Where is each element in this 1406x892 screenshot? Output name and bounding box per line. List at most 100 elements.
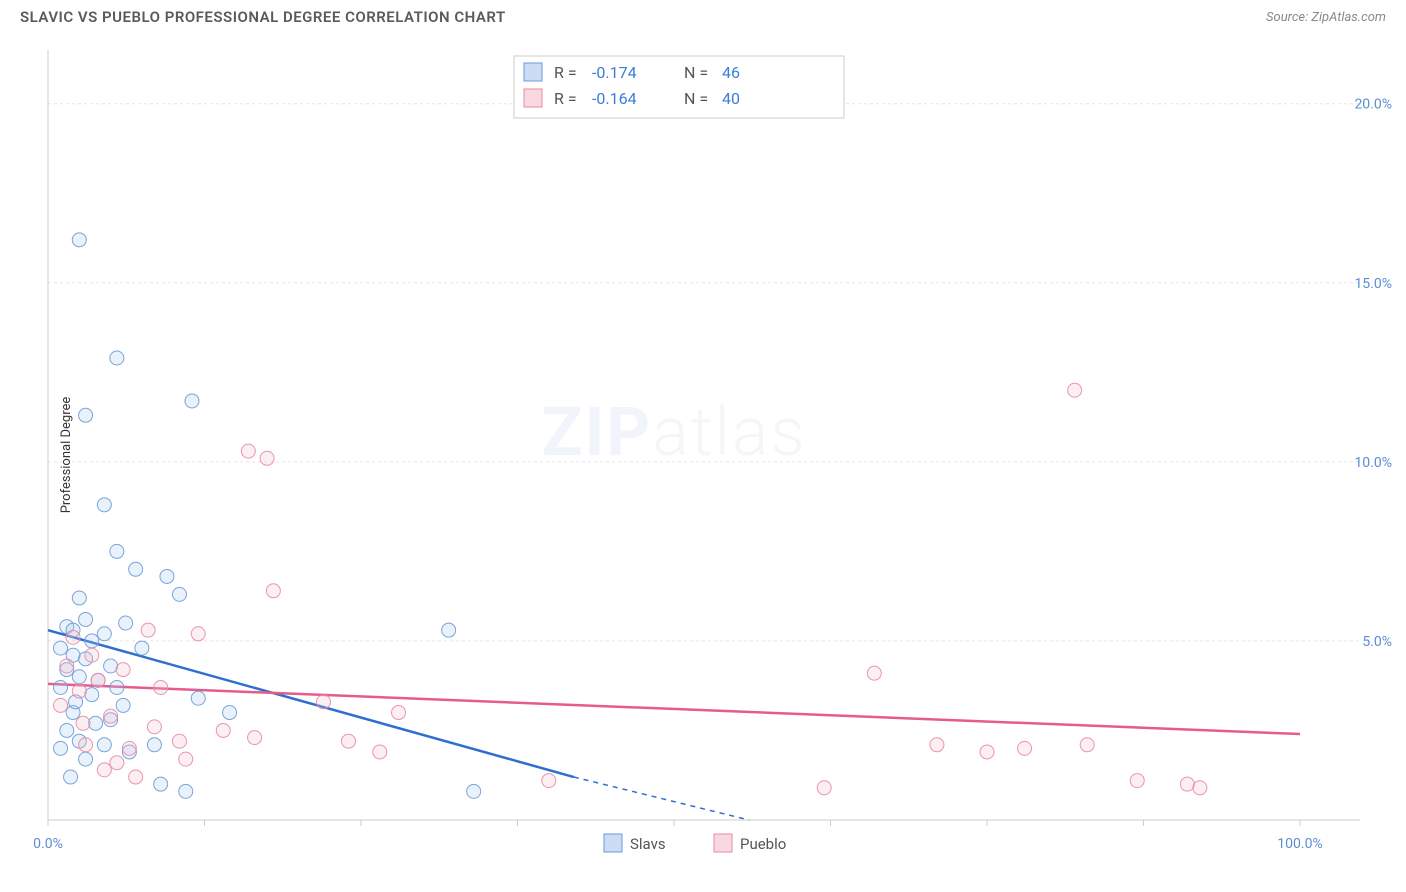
data-point: [64, 770, 78, 784]
data-point: [930, 738, 944, 752]
data-point: [129, 562, 143, 576]
data-point: [85, 634, 99, 648]
x-tick-label: 0.0%: [33, 836, 63, 852]
data-point: [66, 630, 80, 644]
data-point: [172, 734, 186, 748]
legend-swatch: [524, 63, 542, 81]
data-point: [54, 698, 68, 712]
data-point: [110, 680, 124, 694]
data-point: [191, 691, 205, 705]
data-point: [79, 612, 93, 626]
data-point: [980, 745, 994, 759]
y-axis-label: Professional Degree: [59, 397, 74, 514]
data-point: [104, 659, 118, 673]
data-point: [141, 623, 155, 637]
data-point: [160, 569, 174, 583]
data-point: [392, 706, 406, 720]
data-point: [223, 706, 237, 720]
chart-container: Professional Degree 5.0% 10.0% 15.0% 20.0% Z…: [0, 30, 1406, 880]
data-point: [54, 641, 68, 655]
legend-r-label: R =: [554, 63, 577, 82]
chart-header: SLAVIC VS PUEBLO PROFESSIONAL DEGREE COR…: [0, 0, 1406, 30]
data-point: [97, 498, 111, 512]
data-point: [172, 587, 186, 601]
data-point: [467, 784, 481, 798]
data-point: [817, 781, 831, 795]
data-point: [110, 351, 124, 365]
y-tick-label: 15.0%: [1354, 276, 1392, 292]
data-point: [191, 627, 205, 641]
data-point: [154, 680, 168, 694]
data-point: [54, 741, 68, 755]
data-point: [867, 666, 881, 680]
data-point: [85, 688, 99, 702]
data-point: [97, 763, 111, 777]
data-point: [91, 673, 105, 687]
data-point: [85, 648, 99, 662]
chart-title: SLAVIC VS PUEBLO PROFESSIONAL DEGREE COR…: [20, 8, 506, 26]
data-point: [266, 584, 280, 598]
data-point: [542, 774, 556, 788]
x-tick-label: 100.0%: [1277, 836, 1322, 852]
data-point: [1080, 738, 1094, 752]
source-attribution: Source: ZipAtlas.com: [1266, 10, 1386, 25]
data-point: [122, 741, 136, 755]
data-point: [72, 684, 86, 698]
data-point: [179, 784, 193, 798]
data-point: [1018, 741, 1032, 755]
data-point: [104, 709, 118, 723]
data-point: [116, 698, 130, 712]
data-point: [341, 734, 355, 748]
legend-r-value: -0.164: [592, 89, 637, 108]
data-point: [316, 695, 330, 709]
legend-n-label: N =: [684, 89, 708, 108]
data-point: [72, 233, 86, 247]
data-point: [1193, 781, 1207, 795]
data-point: [154, 777, 168, 791]
legend-series-name: Pueblo: [740, 835, 786, 853]
scatter-chart: 5.0% 10.0% 15.0% 20.0% ZIPatlas 0.0% 100.0% R =…: [0, 30, 1406, 880]
legend-swatch: [524, 89, 542, 107]
legend-r-value: -0.174: [592, 63, 637, 82]
data-point: [97, 738, 111, 752]
legend-n-value: 46: [722, 63, 740, 82]
data-point: [119, 616, 133, 630]
y-tick-label: 20.0%: [1354, 97, 1392, 113]
data-point: [79, 408, 93, 422]
data-point: [241, 444, 255, 458]
data-point: [110, 756, 124, 770]
data-point: [79, 752, 93, 766]
data-point: [248, 731, 262, 745]
data-point: [72, 591, 86, 605]
data-point: [373, 745, 387, 759]
data-point: [72, 670, 86, 684]
data-point: [116, 663, 130, 677]
y-tick-label: 10.0%: [1354, 455, 1392, 471]
watermark: ZIPatlas: [541, 392, 807, 472]
legend-n-value: 40: [722, 89, 740, 108]
data-point: [97, 627, 111, 641]
data-point: [54, 680, 68, 694]
data-point: [89, 716, 103, 730]
data-point: [216, 723, 230, 737]
legend-swatch: [714, 834, 732, 852]
data-point: [110, 544, 124, 558]
data-point: [129, 770, 143, 784]
data-point: [442, 623, 456, 637]
legend-n-label: N =: [684, 63, 708, 82]
data-point: [60, 659, 74, 673]
data-point: [135, 641, 149, 655]
data-point: [185, 394, 199, 408]
data-point: [1068, 383, 1082, 397]
y-tick-label: 5.0%: [1362, 634, 1392, 650]
legend-series-name: Slavs: [630, 835, 666, 853]
data-point: [1130, 774, 1144, 788]
data-point: [1180, 777, 1194, 791]
data-point: [79, 738, 93, 752]
data-point: [179, 752, 193, 766]
data-point: [147, 738, 161, 752]
data-point: [147, 720, 161, 734]
legend-swatch: [604, 834, 622, 852]
legend-r-label: R =: [554, 89, 577, 108]
data-point: [260, 451, 274, 465]
